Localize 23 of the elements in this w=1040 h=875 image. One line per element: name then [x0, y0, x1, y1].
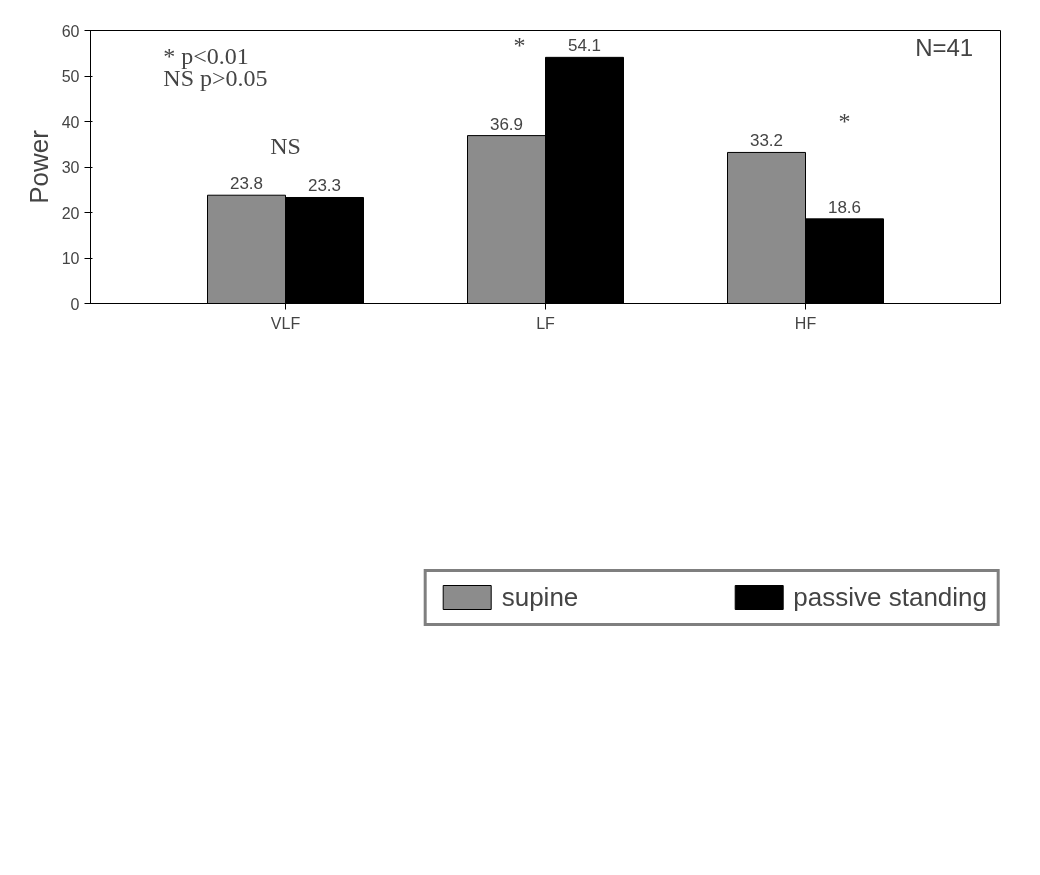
y-tick-label: 60 — [61, 22, 80, 40]
y-tick-label: 50 — [61, 68, 80, 85]
data-label: 23.3 — [307, 176, 342, 196]
x-tick-label: VLF — [270, 314, 301, 332]
legend-label: passive standing — [793, 581, 987, 613]
annotation: N=41 — [915, 33, 974, 61]
annotation: * — [838, 108, 851, 135]
y-axis-title: Power — [23, 129, 54, 204]
data-label: 36.9 — [489, 114, 524, 134]
data-label: 23.8 — [229, 174, 264, 194]
y-tick-label: 0 — [70, 295, 80, 313]
x-tick-label: HF — [794, 314, 817, 332]
annotation: * — [513, 31, 526, 58]
y-tick-label: 20 — [61, 204, 80, 222]
y-tick-label: 30 — [61, 159, 80, 176]
legend-label: supine — [501, 581, 579, 613]
annotation: NS — [270, 132, 301, 159]
y-tick-label: 40 — [61, 113, 80, 131]
x-tick-label: LF — [536, 314, 556, 332]
data-label: 18.6 — [827, 197, 862, 217]
data-label: 33.2 — [749, 131, 784, 151]
y-tick-label: 10 — [61, 250, 80, 267]
data-label: 54.1 — [567, 36, 602, 56]
